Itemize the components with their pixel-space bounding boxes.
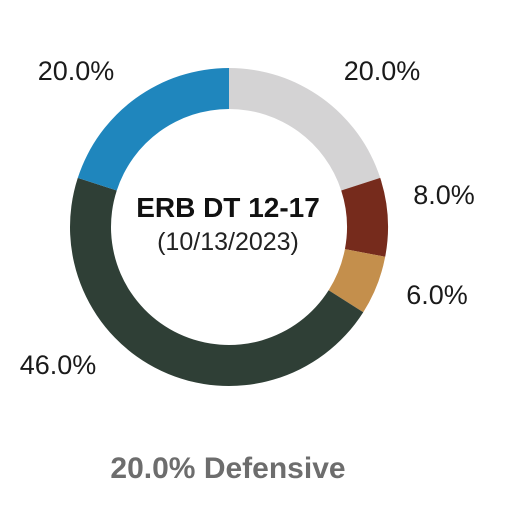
slice-label-2: 8.0%: [413, 180, 475, 210]
slice-label-4: 46.0%: [20, 350, 97, 380]
defensive-summary: 20.0% Defensive: [110, 452, 346, 485]
donut-slice-5: [77, 68, 229, 191]
slice-label-1: 20.0%: [344, 56, 421, 86]
chart-date: (10/13/2023): [157, 228, 299, 256]
slice-label-3: 6.0%: [406, 280, 468, 310]
donut-slice-2: [341, 177, 388, 257]
donut-slice-1: [229, 68, 381, 191]
chart-title: ERB DT 12-17: [136, 192, 320, 223]
donut-slice-3: [328, 249, 386, 313]
donut-slice-4: [69, 177, 364, 387]
slice-label-5: 20.0%: [38, 56, 115, 86]
